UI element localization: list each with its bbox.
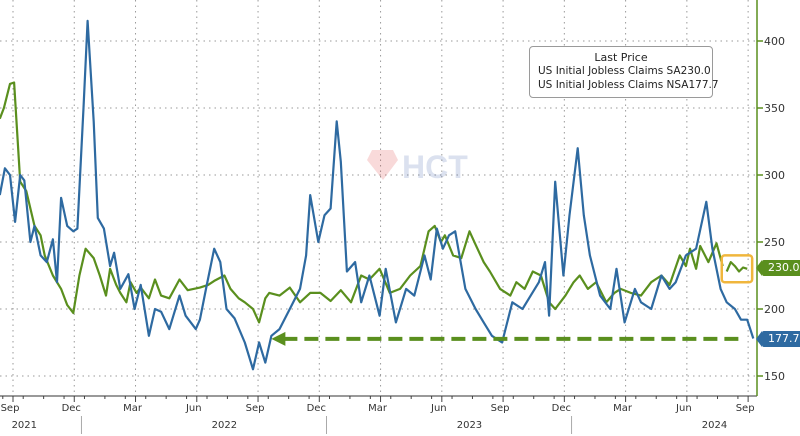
x-tick-label: Jun xyxy=(430,403,447,414)
watermark-logo: HCT xyxy=(367,149,468,185)
latest-highlight-box xyxy=(720,254,754,284)
series-line-nsa xyxy=(0,19,755,371)
x-tick-label: Sep xyxy=(246,403,265,414)
legend-label: US Initial Jobless Claims NSA xyxy=(538,79,689,91)
reference-line xyxy=(271,331,746,346)
y-tick-label: 250 xyxy=(764,236,785,249)
last-value-tag-sa: 230.0 xyxy=(756,260,800,276)
year-label: 2021 xyxy=(12,420,37,431)
legend-title: Last Price xyxy=(594,51,648,64)
x-tick-label: Sep xyxy=(491,403,510,414)
legend-item-nsa: US Initial Jobless Claims NSA 177.7 xyxy=(530,78,719,92)
chart-legend: Last Price US Initial Jobless Claims SA … xyxy=(529,46,719,98)
arrow-head-icon xyxy=(271,331,286,346)
x-tick-label: Mar xyxy=(368,403,388,414)
year-label: 2023 xyxy=(457,420,482,431)
year-label: 2024 xyxy=(702,420,727,431)
legend-label: US Initial Jobless Claims SA xyxy=(538,65,681,77)
year-label: 2022 xyxy=(212,420,237,431)
y-tick-label: 300 xyxy=(764,169,785,182)
y-tick-label: 200 xyxy=(764,303,785,316)
series-line-sa_recent xyxy=(725,261,748,273)
x-tick-label: Dec xyxy=(552,403,571,414)
legend-value: 230.0 xyxy=(680,65,711,77)
axes: 150 200 250 300 350 400 Sep Dec Mar Jun Sep Dec Mar J… xyxy=(0,0,785,434)
x-tick-label: Jun xyxy=(675,403,692,414)
svg-text:HCT: HCT xyxy=(402,149,468,185)
legend-value: 177.7 xyxy=(688,79,719,91)
x-tick-label: Dec xyxy=(62,403,81,414)
y-tick-label: 150 xyxy=(764,370,785,383)
last-value-tag-nsa: 177.7 xyxy=(756,331,800,347)
y-tick-label: 400 xyxy=(764,35,785,48)
x-tick-label: Sep xyxy=(736,403,755,414)
y-tick-label: 350 xyxy=(764,102,785,115)
series-lines xyxy=(0,19,755,371)
legend-item-sa: US Initial Jobless Claims SA 230.0 xyxy=(530,64,712,78)
x-tick-label: Dec xyxy=(307,403,326,414)
x-tick-label: Jun xyxy=(185,403,202,414)
x-tick-label: Mar xyxy=(613,403,633,414)
x-tick-label: Mar xyxy=(123,403,143,414)
x-tick-label: Sep xyxy=(1,403,20,414)
